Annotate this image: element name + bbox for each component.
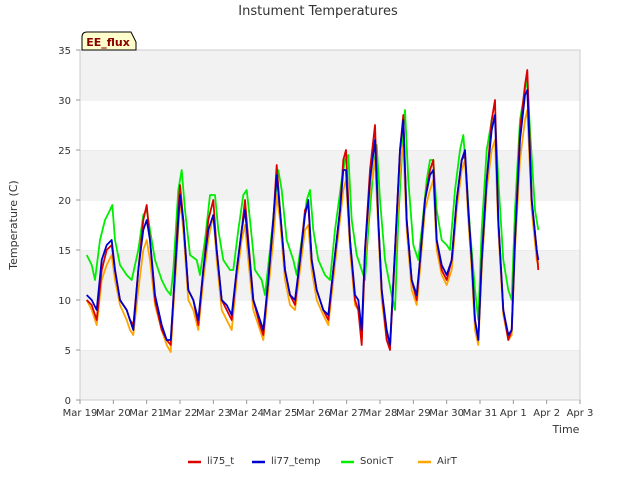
x-tick-label: Mar 31 [463,408,498,419]
legend-label-SonicT: SonicT [360,456,394,467]
grid-band [80,100,580,150]
x-tick-label: Apr 2 [533,408,560,419]
y-tick-label: 35 [58,46,71,57]
x-tick-label: Mar 19 [63,408,98,419]
y-tick-label: 15 [58,246,71,257]
badge-shape [81,31,137,51]
y-tick-label: 10 [58,296,71,307]
y-tick-label: 20 [58,196,71,207]
ee-flux-badge: EE_flux [81,31,137,51]
x-tick-label: Mar 28 [363,408,398,419]
x-axis-label: Time [552,423,580,436]
x-tick-label: Mar 29 [396,408,431,419]
x-tick-label: Mar 22 [163,408,198,419]
grid-band [80,150,580,200]
x-tick-label: Apr 1 [500,408,527,419]
series-line-li77_temp [86,89,540,346]
x-tick-label: Mar 20 [96,408,131,419]
legend-label-li75_t: li75_t [207,456,234,467]
y-tick-label: 30 [58,96,71,107]
grid-band [80,350,580,400]
x-tick-label: Mar 30 [429,408,464,419]
y-tick-label: 0 [65,396,71,407]
y-axis-label: Temperature (C) [7,180,20,270]
grid-bands [80,49,580,400]
series-lines [85,69,540,353]
x-tick-label: Mar 21 [129,408,164,419]
x-tick-label: Mar 23 [196,408,231,419]
legend-label-AirT: AirT [437,456,458,467]
grid-band [80,200,580,250]
badge-label: EE_flux [86,36,130,49]
x-tick-label: Apr 3 [567,408,594,419]
x-tick-label: Mar 27 [329,408,364,419]
grid-band [80,50,580,100]
x-tick-label: Mar 25 [263,408,298,419]
y-axis-ticks: 0 5 10 15 20 25 30 35 [58,46,80,407]
legend: li75_t li77_temp SonicT AirT [188,456,458,467]
y-tick-label: 25 [58,146,71,157]
x-tick-label: Mar 24 [229,408,264,419]
y-tick-label: 5 [65,346,71,357]
x-tick-label: Mar 26 [296,408,331,419]
legend-label-li77_temp: li77_temp [271,456,320,467]
chart-title: Instument Temperatures [238,4,398,19]
plot-frame [79,49,581,401]
